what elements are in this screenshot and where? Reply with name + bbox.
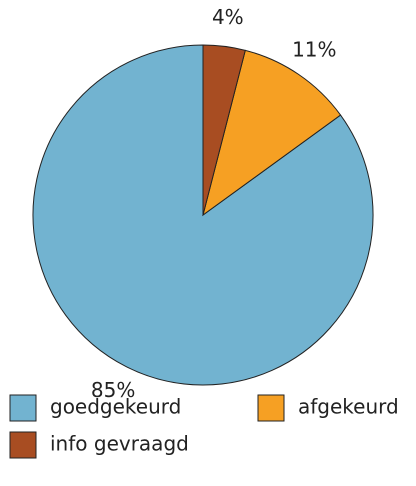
pie-slice	[32, 44, 374, 386]
pie-slice	[202, 44, 246, 216]
legend-swatch	[257, 394, 285, 422]
legend-label: afgekeurd	[298, 395, 399, 419]
slice-label: 11%	[292, 38, 336, 62]
legend-swatch	[9, 431, 37, 459]
slice-label: 4%	[212, 5, 244, 29]
legend-label: info gevraagd	[50, 432, 189, 456]
slice-label: 85%	[91, 378, 135, 402]
pie-slice	[202, 49, 342, 217]
legend-label: goedgekeurd	[50, 395, 181, 419]
legend-swatch	[9, 394, 37, 422]
